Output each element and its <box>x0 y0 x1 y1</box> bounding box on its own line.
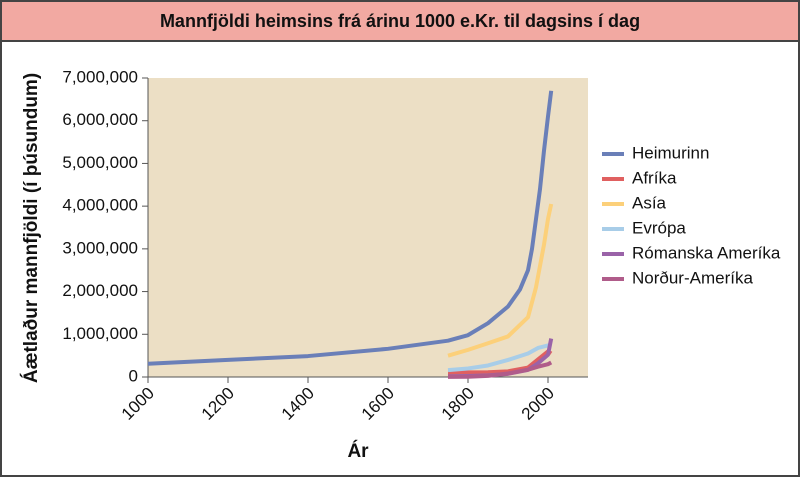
series-line <box>447 343 552 373</box>
plot-area <box>148 78 588 377</box>
legend-label: Afríka <box>632 168 677 187</box>
y-tick-label: 5,000,000 <box>62 153 138 172</box>
y-tick-label: 6,000,000 <box>62 110 138 129</box>
legend-label: Rómanska Ameríka <box>632 243 781 262</box>
title-bar <box>0 0 800 42</box>
y-tick-label: 2,000,000 <box>62 281 138 300</box>
series-line <box>447 360 553 379</box>
y-axis-title: Áætlaður mannfjöldi (í þúsundum) <box>20 73 42 383</box>
series-line <box>147 90 554 366</box>
y-tick-label: 3,000,000 <box>62 238 138 257</box>
y-tick-label: 4,000,000 <box>62 196 138 215</box>
legend-label: Asía <box>632 193 667 212</box>
series-line <box>447 203 554 358</box>
y-tick-label: 1,000,000 <box>62 324 138 343</box>
x-axis-title: Ár <box>347 440 369 462</box>
legend-label: Heimurinn <box>632 143 709 162</box>
series-line <box>447 349 553 375</box>
y-tick-label: 7,000,000 <box>62 67 138 86</box>
chart-title: Mannfjöldi heimsins frá árinu 1000 e.Kr.… <box>160 11 640 31</box>
legend-label: Evrópa <box>632 218 686 237</box>
y-tick-label: 0 <box>129 366 138 385</box>
legend-label: Norður-Ameríka <box>632 268 753 287</box>
